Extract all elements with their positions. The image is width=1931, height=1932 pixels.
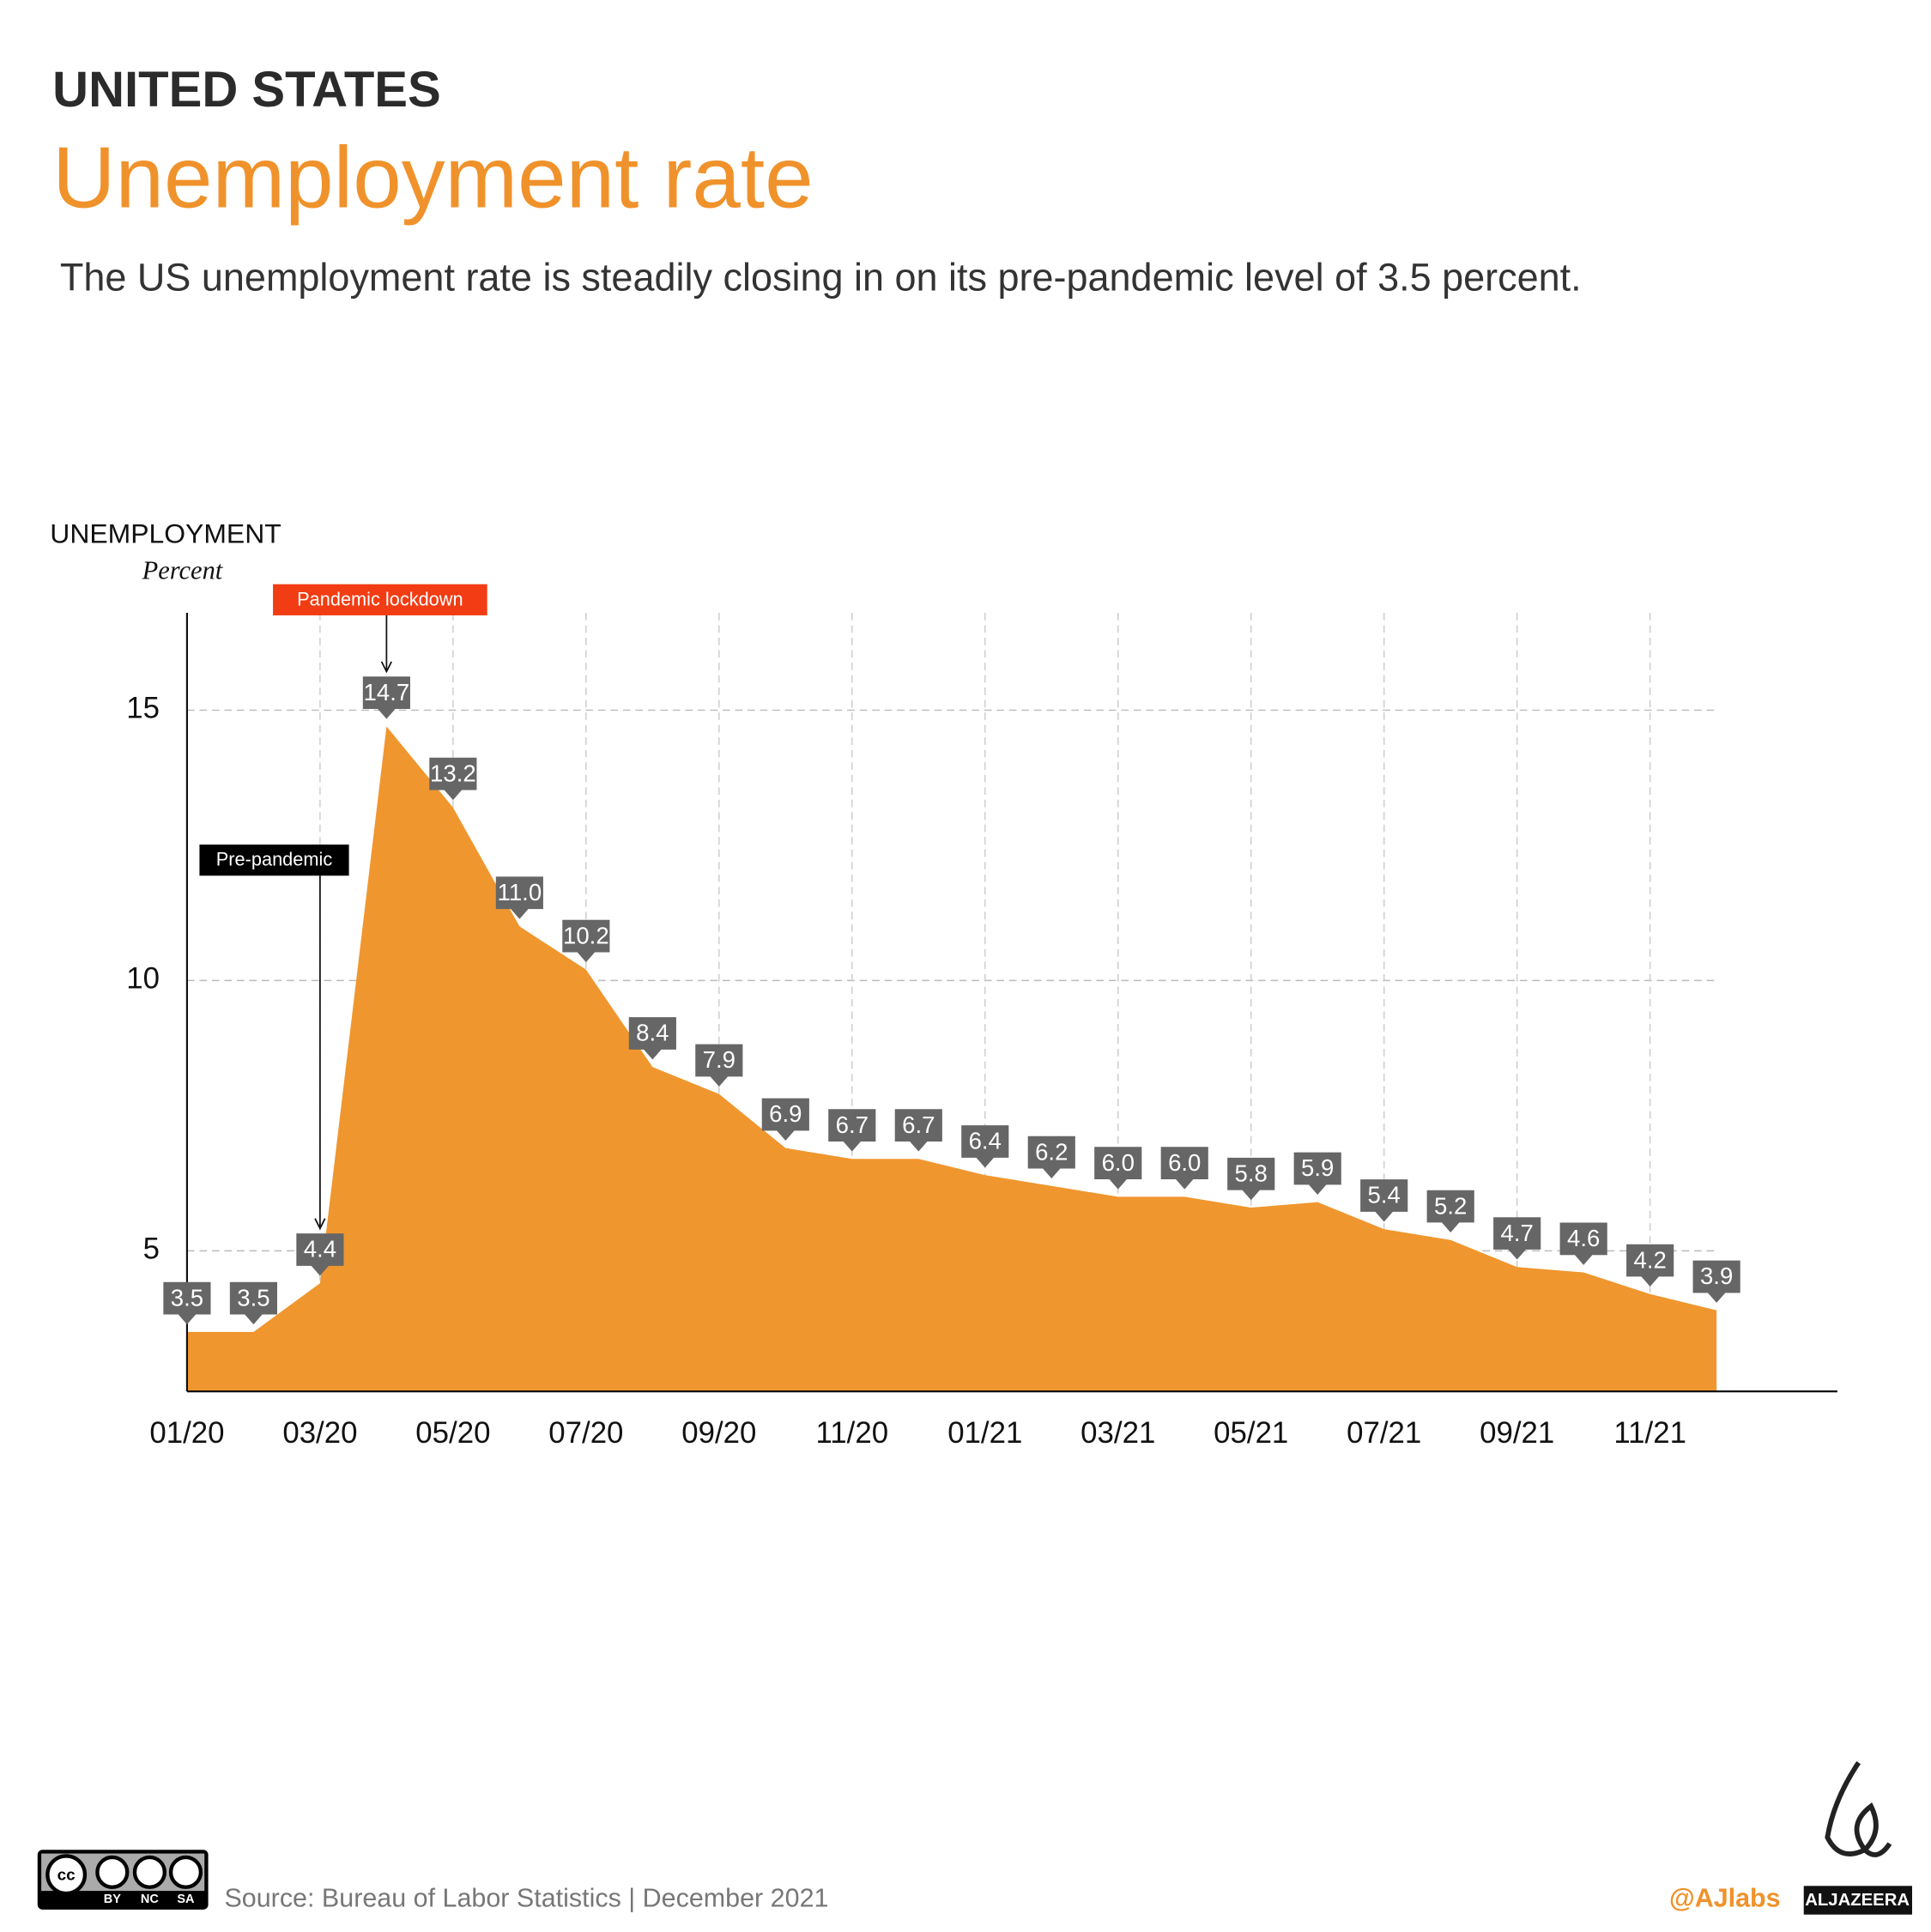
- x-tick-label: 01/20: [149, 1416, 224, 1450]
- y-tick-label: 10: [126, 962, 160, 996]
- label-box: [163, 1281, 211, 1325]
- data-label: 5.8: [1235, 1160, 1268, 1187]
- label-box: [1692, 1260, 1740, 1303]
- data-label: 4.6: [1567, 1225, 1600, 1251]
- label-box: [1426, 1190, 1474, 1233]
- x-tick-label: 11/21: [1613, 1416, 1686, 1450]
- data-label: 6.2: [1035, 1138, 1068, 1165]
- description: The US unemployment rate is steadily clo…: [60, 255, 1582, 299]
- chart: 5 10 15 01/20 03/20 05/20 07/20 09/20 11/20 01/21…: [126, 584, 1837, 1450]
- x-tick-label: 07/21: [1347, 1416, 1421, 1450]
- data-label: 5.9: [1301, 1154, 1334, 1181]
- label-box: [562, 919, 610, 963]
- license-badge: cc BY NC SA: [37, 1850, 209, 1910]
- label-box: [1094, 1147, 1142, 1190]
- data-label: 3.9: [1700, 1263, 1733, 1289]
- data-label: 6.9: [769, 1100, 802, 1127]
- annotation-arrowhead: [314, 1218, 326, 1231]
- label-box: [628, 1017, 676, 1060]
- label-box: [1360, 1179, 1408, 1222]
- label-box: [1293, 1152, 1341, 1195]
- data-label: 6.7: [902, 1111, 935, 1138]
- x-tick-label: 09/21: [1480, 1416, 1554, 1450]
- data-label: 4.4: [304, 1236, 336, 1263]
- label-box: [1227, 1157, 1275, 1201]
- title: Unemployment rate: [52, 129, 813, 227]
- label-box: [1493, 1217, 1541, 1260]
- label-box: [695, 1044, 743, 1087]
- data-label: 6.0: [1168, 1149, 1201, 1176]
- label-box: [894, 1109, 942, 1152]
- annotation-text: Pandemic lockdown: [297, 588, 463, 609]
- label-box: [1626, 1244, 1674, 1287]
- data-label: 5.2: [1434, 1192, 1467, 1219]
- data-label: 10.2: [563, 922, 609, 948]
- annotation-text: Pre-pandemic: [216, 849, 333, 870]
- data-label: 11.0: [498, 879, 542, 905]
- label-box: [296, 1233, 344, 1276]
- label-box: [1160, 1147, 1208, 1190]
- area: [186, 726, 1717, 1392]
- logo: ALJAZEERA: [1803, 1761, 1913, 1915]
- svg-text:cc: cc: [58, 1866, 76, 1884]
- data-label: 7.9: [703, 1046, 735, 1073]
- annotation-box: [199, 844, 349, 876]
- label-box: [362, 676, 410, 719]
- label-box: [1027, 1136, 1075, 1179]
- data-label: 4.7: [1501, 1220, 1534, 1246]
- license-nc: NC: [141, 1893, 159, 1906]
- handle: @AJlabs: [1669, 1883, 1781, 1912]
- x-tick-label: 11/20: [816, 1416, 889, 1450]
- y-axis-unit: Percent: [142, 556, 224, 585]
- data-label: 3.5: [171, 1284, 203, 1311]
- data-label: 4.2: [1633, 1246, 1666, 1273]
- source: Source: Bureau of Labor Statistics | Dec…: [224, 1883, 828, 1912]
- label-box: [761, 1098, 809, 1141]
- x-tick-label: 03/20: [282, 1416, 357, 1450]
- kicker: UNITED STATES: [52, 62, 441, 118]
- data-label: 6.0: [1102, 1149, 1135, 1176]
- x-tick-label: 05/21: [1214, 1416, 1288, 1450]
- x-tick-label: 05/20: [415, 1416, 490, 1450]
- label-box: [828, 1109, 876, 1152]
- data-label: 3.5: [237, 1284, 269, 1311]
- annotation-box: [273, 584, 487, 615]
- x-tick-label: 03/21: [1081, 1416, 1155, 1450]
- label-box: [495, 876, 543, 919]
- label-box: [429, 757, 477, 801]
- data-label: 5.4: [1368, 1182, 1401, 1208]
- brand: ALJAZEERA: [1805, 1891, 1910, 1910]
- y-tick-label: 15: [126, 692, 160, 725]
- license-sa: SA: [177, 1893, 195, 1906]
- label-box: [1559, 1222, 1607, 1265]
- y-tick-label: 5: [143, 1232, 160, 1266]
- label-box: [961, 1125, 1009, 1168]
- x-tick-label: 07/20: [548, 1416, 623, 1450]
- data-label: 13.2: [430, 760, 476, 786]
- license-by: BY: [104, 1893, 121, 1906]
- data-label: 8.4: [636, 1020, 669, 1046]
- data-label: 14.7: [364, 679, 410, 706]
- x-tick-label: 01/21: [947, 1416, 1022, 1450]
- annotation-arrowhead: [380, 661, 392, 674]
- data-label: 6.4: [969, 1128, 1002, 1154]
- data-label: 6.7: [836, 1111, 869, 1138]
- label-box: [229, 1281, 277, 1325]
- x-tick-label: 09/20: [681, 1416, 756, 1450]
- y-axis-title: UNEMPLOYMENT: [50, 518, 281, 549]
